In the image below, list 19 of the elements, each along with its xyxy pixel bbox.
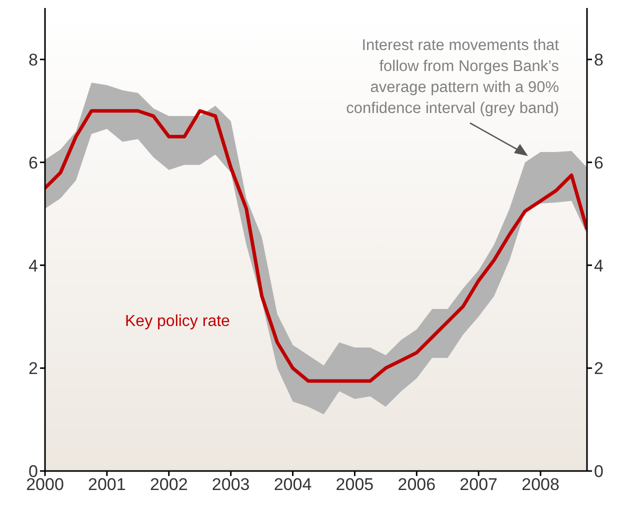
annotation: Interest rate movements that follow from Norges Bank’s average pattern with a 90% confidence interval (grey band) (346, 36, 559, 119)
y2-tick-label: 6 (594, 153, 604, 172)
x-tick-label: 2008 (522, 475, 560, 494)
y-tick-label: 2 (28, 359, 38, 378)
x-tick-label: 2006 (398, 475, 436, 494)
y2-tick-label: 0 (594, 462, 604, 482)
y2-tick-label: 8 (594, 50, 604, 70)
y2-tick-label: 2 (594, 359, 604, 378)
x-tick-label: 2005 (336, 475, 374, 494)
text: Key policy rate (125, 313, 230, 331)
y-tick-label: 4 (28, 256, 38, 276)
x-tick-label: 2004 (274, 475, 312, 494)
y2-tick-label: 4 (594, 256, 604, 276)
y-tick-label: 8 (28, 50, 38, 70)
x-tick-label: 2003 (212, 475, 250, 494)
y-tick-label: 6 (28, 153, 38, 172)
x-tick-label: 2002 (150, 475, 188, 494)
x-tick-label: 2007 (460, 475, 498, 494)
x-tick-label: 2001 (88, 475, 126, 494)
